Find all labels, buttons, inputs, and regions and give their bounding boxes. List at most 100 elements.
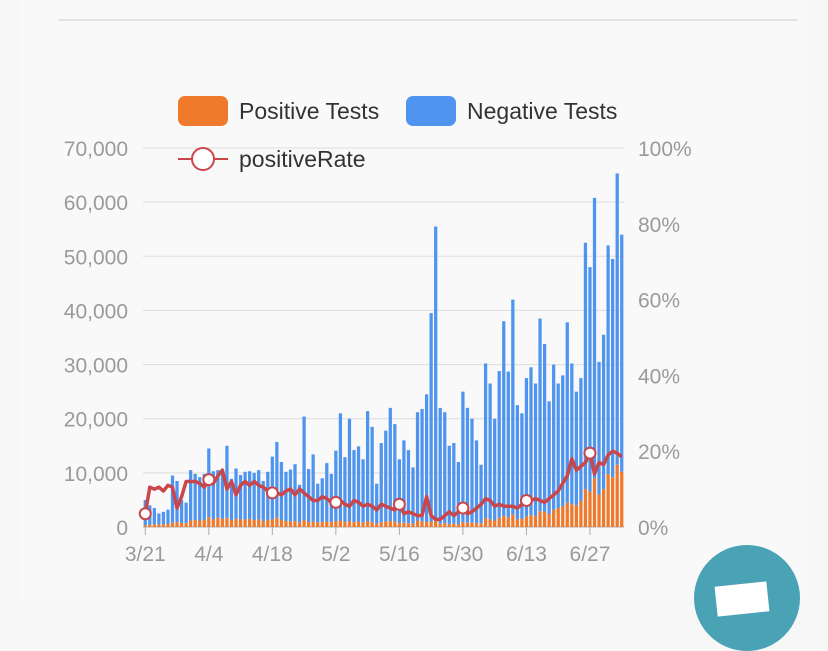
negative-tests-bar [202,473,206,520]
y-right-tick-label: 20% [638,441,680,464]
positive-tests-bar [243,519,247,527]
negative-tests-bar [252,472,256,520]
negative-tests-swatch [406,96,456,126]
positive-tests-bar [257,519,261,527]
negative-tests-bar [502,321,506,517]
positive-tests-bar [552,509,556,527]
positive-tests-bar [443,523,447,527]
positive-tests-bar [216,517,220,527]
positive-tests-bar [406,523,411,527]
negative-tests-bar [356,446,361,522]
negative-tests-bar [157,513,161,525]
negative-tests-bar [547,401,551,515]
negative-tests-bar [384,430,388,522]
y-left-tick-label: 50,000 [64,246,128,269]
x-tick-label: 3/21 [125,543,166,566]
positive-rate-swatch [178,144,228,174]
negative-tests-bar [542,343,547,512]
positive-rate-marker [392,497,406,511]
positive-tests-bar [511,514,515,527]
negative-tests-bar [465,407,470,523]
legend-label-negative-tests: Negative Tests [467,97,618,124]
x-tick-label: 4/18 [252,543,293,566]
legend-item-negative-tests[interactable]: Negative Tests [406,96,617,126]
positive-tests-bar [561,506,565,527]
positive-tests-bar [393,521,397,527]
negative-tests-bar [601,334,606,490]
positive-tests-bar [202,519,206,527]
y-right-tick-label: 80% [638,214,680,237]
negative-tests-bar [361,459,365,523]
positive-tests-bar [302,519,306,527]
legend-item-positive-tests[interactable]: Positive Tests [178,96,379,126]
y-left-tick-label: 10,000 [64,463,128,486]
positive-tests-bar [161,524,166,527]
positive-tests-bar [515,519,519,527]
positive-tests-bar [574,505,578,527]
negative-tests-bar [334,450,338,522]
negative-tests-bar [166,509,170,525]
positive-tests-bar [225,517,229,527]
negative-tests-bar [248,471,252,519]
positive-tests-bar [252,519,256,527]
positive-tests-bar [538,511,542,527]
negative-tests-bar [474,440,479,524]
negative-tests-bar [561,375,565,507]
positive-tests-bar [597,494,601,527]
positive-tests-bar [424,522,429,527]
positive-rate-marker [519,493,533,507]
positive-rate-swatch-dot [191,147,215,171]
positive-tests-bar [611,477,615,527]
y-right-tick-label: 60% [638,290,680,313]
positive-tests-bar [229,519,234,527]
x-tick-label: 6/27 [570,543,611,566]
positive-tests-bar [361,522,365,527]
positive-tests-bar [347,521,352,527]
negative-tests-bar [347,418,352,522]
positive-rate-marker [583,446,597,460]
negative-tests-bar [393,424,397,522]
positive-tests-bar [375,523,379,527]
negative-tests-bar [184,502,188,524]
negative-tests-bar [397,459,402,524]
positive-tests-bar [157,524,161,527]
positive-tests-bar [316,522,320,527]
legend-label-positive-rate: positiveRate [239,145,366,172]
positive-tests-bar [420,521,424,527]
negative-tests-bar [316,483,320,523]
positive-tests-bar [524,516,529,527]
legend-item-positive-rate[interactable]: positiveRate [178,144,366,174]
negative-tests-bar [257,470,261,520]
positive-tests-bar [193,519,197,527]
negative-tests-bar [375,483,379,524]
positive-rate-line [143,449,623,522]
positive-tests-bar [434,521,438,527]
negative-tests-bar [311,454,315,522]
y-right-tick-label: 40% [638,365,680,388]
y-right-tick-label: 100% [638,138,692,161]
negative-tests-bar [615,173,619,465]
negative-tests-bar [565,322,569,503]
positive-tests-bar [479,523,483,527]
negative-tests-bar [447,445,451,525]
positive-tests-bar [275,517,279,527]
negative-tests-bar [552,364,556,510]
x-tick-label: 4/4 [194,543,224,566]
positive-tests-bar [520,518,524,527]
negative-tests-bar [497,371,501,518]
negative-tests-bar [379,443,383,523]
negative-tests-bar [352,450,356,523]
y-left-tick-label: 70,000 [64,138,128,161]
negative-tests-bar [343,457,347,523]
negative-tests-bar [320,478,324,523]
negative-tests-bar [511,299,515,515]
negative-tests-bar [620,234,624,472]
positive-tests-bar [583,489,588,527]
positive-tests-bar [179,523,184,527]
positive-tests-bar [615,464,619,527]
negative-tests-bar [579,378,583,502]
tests-chart: 0 10,000 20,000 30,000 40,000 50,000 60,000 70,… [64,138,692,566]
negative-tests-bar [515,405,519,520]
positive-tests-bar [297,522,302,527]
x-tick-label: 5/2 [321,543,350,566]
